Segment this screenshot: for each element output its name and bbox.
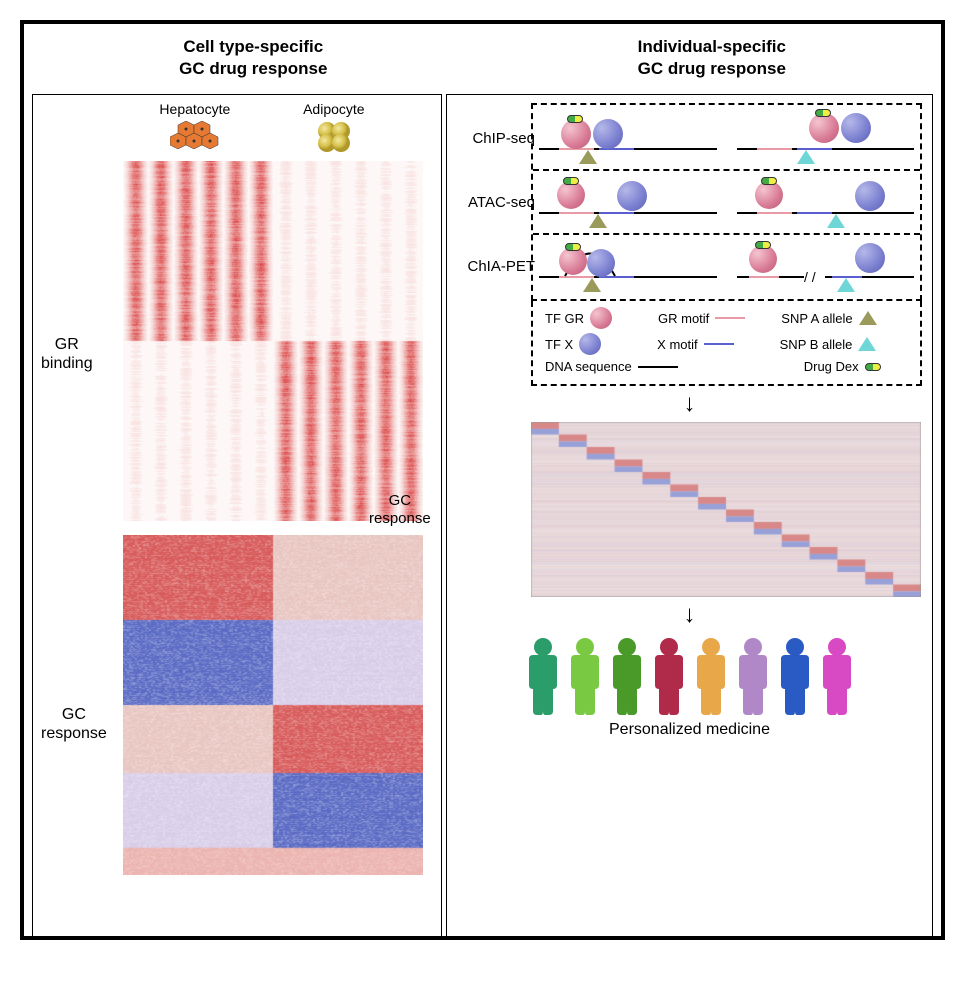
- legend-x-motif: X motif: [653, 337, 733, 352]
- personalized-medicine-label: Personalized medicine: [447, 721, 932, 739]
- gr-binding-heatmap: [123, 161, 423, 521]
- chip-seq-row: ChIP-seq: [539, 109, 914, 167]
- titles-row: Cell type-specificGC drug response Indiv…: [24, 24, 941, 94]
- hepatocyte-label: Hepatocyte: [159, 101, 230, 117]
- left-title: Cell type-specificGC drug response: [24, 24, 483, 94]
- right-title: Individual-specificGC drug response: [483, 24, 942, 94]
- right-panel: ChIP-seq: [446, 94, 933, 939]
- person-icon: [561, 637, 609, 715]
- figure-container: Cell type-specificGC drug response Indiv…: [20, 20, 945, 940]
- arrow-2: ↓: [447, 601, 932, 629]
- adipocyte-label: Adipocyte: [303, 101, 364, 117]
- chip-seq-left-diagram: [539, 113, 717, 163]
- atac-seq-row: ATAC-seq: [539, 173, 914, 231]
- person-icon: [771, 637, 819, 715]
- chia-pet-left-diagram: [539, 241, 717, 291]
- gc-response-left-label: GCresponse: [41, 705, 107, 743]
- hepatocyte-icon: [170, 121, 220, 149]
- gc-response-left-heatmap: [123, 535, 423, 875]
- gc-response-right-heatmap: [531, 422, 921, 597]
- legend-snp-b: SNP B allele: [776, 337, 877, 352]
- chip-seq-label: ChIP-seq: [459, 130, 535, 147]
- methods-box: ChIP-seq: [531, 103, 922, 301]
- person-icon: [813, 637, 861, 715]
- person-icon: [687, 637, 735, 715]
- atac-seq-right-diagram: [737, 177, 915, 227]
- atac-seq-left-diagram: [539, 177, 717, 227]
- legend-snp-a: SNP A allele: [777, 311, 876, 326]
- person-icon: [603, 637, 651, 715]
- adipocyte-icon: [314, 121, 354, 153]
- gc-response-right-label: GCresponse: [369, 492, 431, 528]
- gr-binding-label: GRbinding: [41, 335, 93, 373]
- chip-seq-right-diagram: [737, 113, 915, 163]
- person-icon: [519, 637, 567, 715]
- chia-pet-row: ChIA-PET: [539, 237, 914, 295]
- chia-pet-right-diagram: / /: [737, 241, 915, 291]
- people-row: [447, 637, 932, 715]
- legend-dna: DNA sequence: [541, 359, 678, 374]
- chia-pet-label: ChIA-PET: [459, 258, 535, 275]
- legend-tf-gr: TF GR: [541, 307, 612, 329]
- legend-box: TF GR GR motif SNP A allele TF X: [531, 301, 922, 386]
- person-icon: [645, 637, 693, 715]
- cell-type-labels: Hepatocyte Adipocyte: [33, 95, 441, 121]
- person-icon: [729, 637, 777, 715]
- legend-tf-x: TF X: [541, 333, 601, 355]
- arrow-1: ↓: [447, 390, 932, 418]
- legend-drug-dex: Drug Dex: [800, 359, 881, 374]
- panels-row: Hepatocyte Adipocyte: [24, 94, 941, 939]
- atac-seq-label: ATAC-seq: [459, 194, 535, 211]
- cell-type-icons: [33, 121, 441, 161]
- legend-gr-motif: GR motif: [654, 311, 745, 326]
